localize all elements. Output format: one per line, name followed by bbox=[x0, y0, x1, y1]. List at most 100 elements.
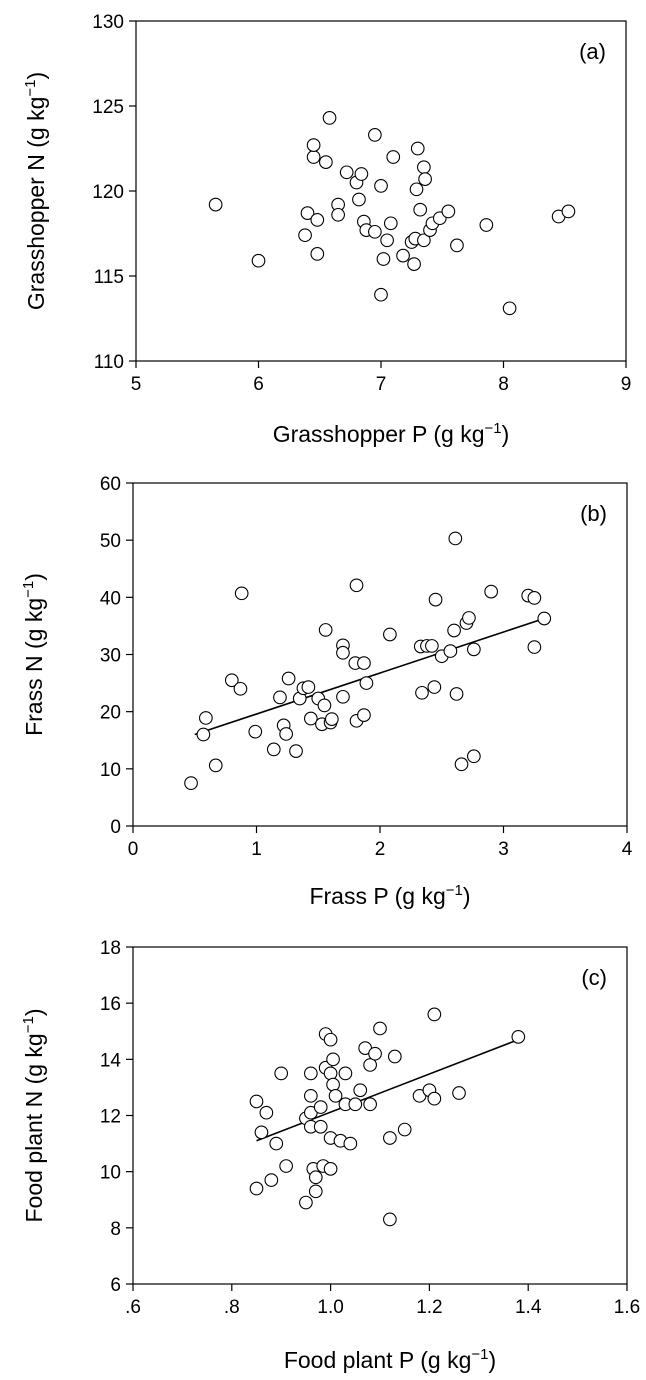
y-tick-label: 18 bbox=[100, 938, 121, 959]
data-point bbox=[352, 192, 366, 207]
data-point bbox=[303, 711, 318, 726]
y-tick-label: 115 bbox=[94, 267, 124, 288]
data-point bbox=[441, 204, 456, 219]
data-point bbox=[450, 238, 464, 253]
x-axis-title: Food plant P (g kg−1) bbox=[284, 1346, 496, 1373]
data-point bbox=[249, 1094, 264, 1109]
data-point bbox=[317, 698, 332, 713]
data-point bbox=[306, 138, 321, 152]
y-tick-label: 120 bbox=[92, 182, 124, 203]
regression-line bbox=[256, 1038, 519, 1142]
y-tick-label: 12 bbox=[100, 1107, 121, 1128]
data-point bbox=[376, 252, 391, 266]
x-tick-label: 0 bbox=[128, 839, 139, 860]
x-tick-label: 4 bbox=[622, 839, 633, 860]
panel-label: (b) bbox=[580, 501, 607, 526]
data-point bbox=[448, 531, 463, 546]
data-point bbox=[427, 1091, 442, 1106]
data-point bbox=[326, 1052, 340, 1067]
data-point bbox=[208, 197, 223, 212]
data-point bbox=[308, 1184, 323, 1199]
data-point bbox=[418, 172, 432, 186]
data-point bbox=[368, 224, 382, 239]
data-point bbox=[373, 1021, 387, 1036]
data-point bbox=[313, 1100, 328, 1114]
x-tick-label: 9 bbox=[621, 374, 632, 395]
data-point bbox=[462, 611, 476, 625]
data-point bbox=[397, 1122, 412, 1137]
data-point bbox=[322, 111, 337, 125]
data-point bbox=[396, 248, 410, 263]
data-point bbox=[443, 644, 458, 658]
data-point bbox=[363, 1097, 377, 1112]
data-point bbox=[251, 253, 266, 268]
y-tick-label: 14 bbox=[100, 1050, 122, 1071]
data-point bbox=[354, 167, 369, 181]
data-point bbox=[249, 1181, 264, 1196]
data-point bbox=[308, 1170, 323, 1185]
data-point bbox=[357, 708, 371, 722]
data-point bbox=[343, 1136, 358, 1151]
data-point bbox=[310, 247, 325, 261]
data-point bbox=[357, 656, 371, 670]
data-point bbox=[269, 1136, 284, 1151]
data-point bbox=[479, 218, 494, 232]
data-point bbox=[561, 204, 576, 219]
x-tick-label: 1.2 bbox=[416, 1297, 442, 1318]
data-point bbox=[527, 640, 542, 654]
data-point bbox=[338, 1066, 353, 1081]
data-point bbox=[467, 749, 481, 764]
data-point bbox=[331, 207, 345, 222]
data-point bbox=[313, 1119, 328, 1134]
data-point bbox=[380, 233, 394, 248]
data-point bbox=[301, 680, 316, 694]
data-point bbox=[383, 1131, 397, 1145]
data-point bbox=[454, 757, 469, 772]
y-tick-label: 60 bbox=[100, 474, 121, 495]
data-point bbox=[303, 1088, 318, 1103]
data-point bbox=[467, 642, 481, 657]
x-tick-label: 3 bbox=[498, 839, 509, 860]
data-point bbox=[274, 1066, 289, 1081]
data-point bbox=[409, 182, 424, 197]
data-point bbox=[359, 676, 374, 690]
y-tick-label: 110 bbox=[94, 352, 124, 373]
data-point bbox=[387, 1049, 402, 1064]
data-point bbox=[318, 623, 333, 637]
regression-line bbox=[194, 617, 545, 736]
data-point bbox=[264, 1173, 279, 1187]
plot-frame bbox=[132, 482, 628, 827]
data-point bbox=[306, 150, 321, 164]
panel-label: (c) bbox=[581, 965, 607, 990]
data-point bbox=[502, 301, 517, 316]
data-point bbox=[248, 724, 263, 739]
data-point bbox=[254, 1125, 269, 1140]
x-tick-label: 5 bbox=[131, 374, 142, 395]
data-point bbox=[511, 1030, 526, 1044]
data-point bbox=[266, 742, 281, 757]
data-point bbox=[353, 1083, 368, 1098]
data-point bbox=[279, 727, 293, 741]
x-axis-title: Grasshopper P (g kg−1) bbox=[273, 420, 510, 447]
y-axis-title: Grasshopper N (g kg−1) bbox=[22, 72, 49, 310]
data-point bbox=[349, 578, 364, 593]
data-point bbox=[383, 627, 397, 642]
y-tick-label: 40 bbox=[100, 588, 121, 609]
data-point bbox=[348, 1097, 363, 1112]
data-point bbox=[386, 150, 401, 164]
data-point bbox=[417, 233, 431, 248]
data-point bbox=[537, 611, 552, 626]
y-tick-label: 10 bbox=[100, 1163, 121, 1184]
data-point bbox=[326, 1077, 340, 1092]
data-point bbox=[233, 681, 248, 696]
data-point bbox=[299, 1195, 313, 1210]
y-axis-title: Frass N (g kg−1) bbox=[20, 573, 47, 736]
y-tick-label: 10 bbox=[100, 760, 121, 781]
x-tick-label: .6 bbox=[125, 1297, 141, 1318]
data-point bbox=[417, 160, 431, 175]
data-point bbox=[328, 1088, 343, 1103]
y-tick-label: 16 bbox=[100, 994, 121, 1015]
data-point bbox=[298, 228, 312, 243]
data-point bbox=[447, 623, 461, 638]
